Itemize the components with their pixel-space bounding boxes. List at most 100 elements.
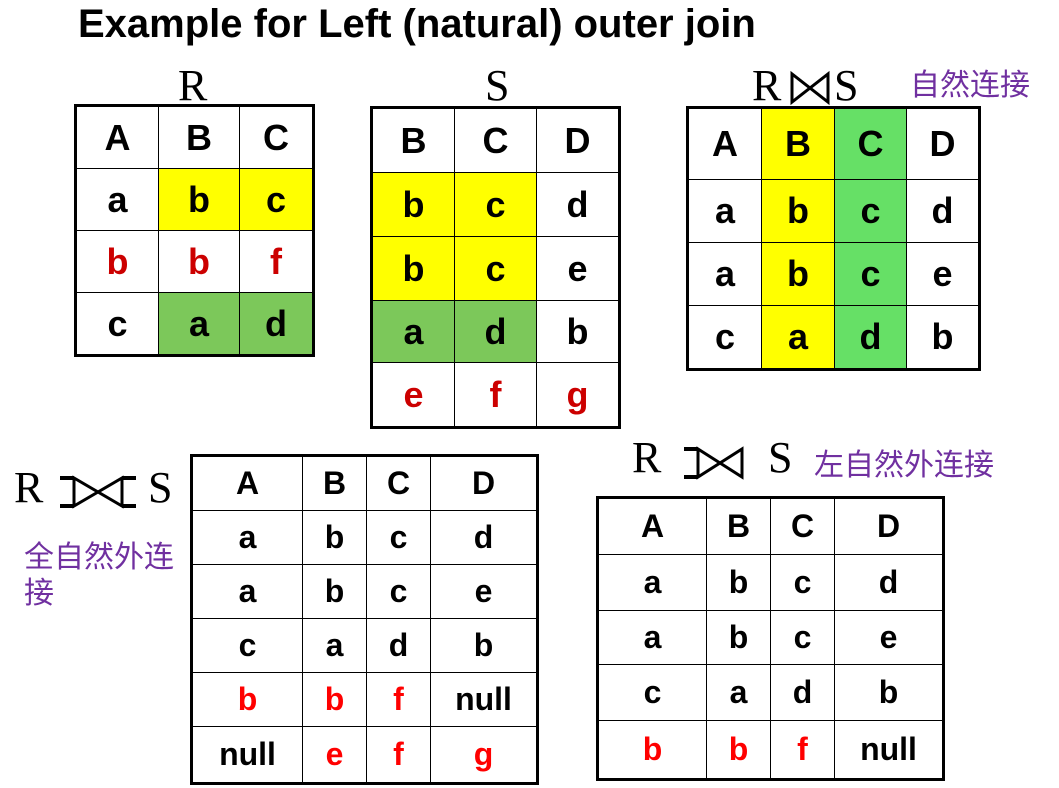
table-s-cell: b [372,172,455,237]
table-natural-cell: d [834,305,907,369]
table-natural-cell: a [688,179,762,243]
natural-join-cn-label: 自然连接 [910,68,1030,103]
table-natural-cell: b [761,179,835,243]
table-natural-cell: c [834,242,907,306]
table-left-cell: b [706,720,771,779]
table-left-cell: b [706,610,771,665]
table-full-cell: a [192,510,303,565]
table-r-cell: b [158,230,240,293]
table-s-cell: c [454,172,537,237]
table-full-cell: b [302,510,367,565]
table-full-cell: c [366,564,431,619]
table-left-header: C [770,498,835,555]
table-full-cell: e [430,564,537,619]
table-r-header: A [76,106,159,169]
table-left-cell: d [834,554,943,611]
table-s-header: D [536,108,619,173]
table-full-cell: f [366,672,431,727]
table-left-cell: b [834,664,943,721]
table-r-cell: a [76,168,159,231]
table-r-header: C [239,106,313,169]
table-natural-cell: c [688,305,762,369]
table-natural-cell: b [761,242,835,306]
table-full-header: A [192,456,303,511]
table-full-cell: c [192,618,303,673]
left-outer-r-label: R [632,433,662,482]
table-natural-cell: b [906,305,979,369]
table-full-cell: b [192,672,303,727]
table-natural-cell: c [834,179,907,243]
table-r-header: B [158,106,240,169]
table-left-cell: f [770,720,835,779]
full-outer-join-icon [60,475,136,509]
table-s: B C D b c d b c e a d b e f g [370,106,621,429]
table-left-cell: null [834,720,943,779]
table-full-cell: b [302,564,367,619]
table-s-cell: d [536,172,619,237]
table-left-cell: c [770,554,835,611]
table-natural-cell: a [761,305,835,369]
natural-join-icon [790,70,830,106]
natural-join-r-label: R [752,61,782,110]
table-r-cell: c [239,168,313,231]
table-full-header: D [430,456,537,511]
table-left-outer-join: A B C D a b c d a b c e c a d b b b f nu… [596,496,945,781]
table-r-cell: c [76,292,159,355]
relation-r-label: R [178,61,208,110]
table-r-cell: d [239,292,313,355]
table-natural-cell: a [688,242,762,306]
table-s-cell: e [536,236,619,301]
natural-join-s-label: S [834,61,859,110]
relation-s-label: S [485,61,510,110]
table-s-header: C [454,108,537,173]
table-s-cell: g [536,362,619,427]
table-left-header: B [706,498,771,555]
table-r-cell: a [158,292,240,355]
table-s-cell: f [454,362,537,427]
table-natural-cell: e [906,242,979,306]
table-left-cell: b [598,720,707,779]
table-natural-header: A [688,108,762,180]
table-left-cell: b [706,554,771,611]
table-s-cell: b [372,236,455,301]
table-left-cell: e [834,610,943,665]
table-full-header: C [366,456,431,511]
table-s-cell: a [372,300,455,363]
left-outer-cn-label: 左自然外连接 [814,448,994,483]
table-s-cell: d [454,300,537,363]
table-full-cell: null [430,672,537,727]
table-full-cell: e [302,726,367,783]
table-natural-cell: d [906,179,979,243]
table-natural-header: D [906,108,979,180]
table-full-cell: a [302,618,367,673]
table-s-header: B [372,108,455,173]
table-left-cell: a [706,664,771,721]
table-s-cell: c [454,236,537,301]
table-s-cell: e [372,362,455,427]
left-outer-join-icon [684,446,744,480]
table-full-cell: d [430,510,537,565]
table-full-cell: null [192,726,303,783]
table-full-cell: g [430,726,537,783]
table-full-header: B [302,456,367,511]
table-full-cell: c [366,510,431,565]
table-left-cell: a [598,554,707,611]
table-r: A B C a b c b b f c a d [74,104,315,357]
table-left-cell: d [770,664,835,721]
table-r-cell: b [76,230,159,293]
left-outer-s-label: S [768,433,793,482]
table-full-cell: b [430,618,537,673]
table-full-cell: a [192,564,303,619]
table-r-cell: f [239,230,313,293]
page-title: Example for Left (natural) outer join [78,2,756,46]
table-full-outer-join: A B C D a b c d a b c e c a d b b b f nu… [190,454,539,785]
full-outer-cn-label: 全自然外连接 [24,540,174,611]
table-full-cell: f [366,726,431,783]
table-full-cell: b [302,672,367,727]
table-natural-join: A B C D a b c d a b c e c a d b [686,106,981,371]
table-natural-header: C [834,108,907,180]
table-left-cell: a [598,610,707,665]
table-natural-header: B [761,108,835,180]
table-left-cell: c [598,664,707,721]
table-left-header: A [598,498,707,555]
